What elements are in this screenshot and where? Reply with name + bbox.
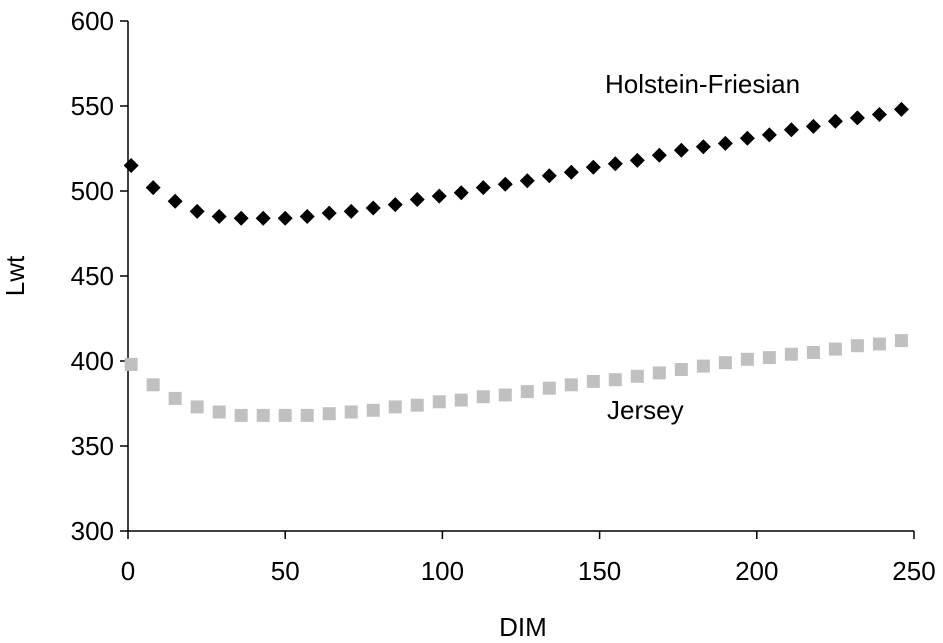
data-point: [123, 158, 139, 173]
series-holstein-friesian: [123, 101, 909, 226]
data-point: [674, 363, 688, 376]
data-point: [189, 203, 205, 219]
data-point: [300, 408, 314, 422]
y-tick-label: 350: [71, 431, 114, 461]
data-point: [146, 378, 160, 392]
data-point: [718, 356, 732, 370]
data-point: [872, 337, 886, 351]
data-point: [585, 159, 601, 175]
x-tick-label: 200: [735, 556, 778, 586]
data-point: [520, 385, 534, 399]
data-point: [828, 342, 842, 356]
data-point: [630, 369, 644, 383]
data-point: [740, 352, 754, 366]
data-point: [651, 147, 667, 163]
data-point: [497, 176, 513, 192]
data-point: [827, 113, 843, 129]
x-tick-label: 50: [271, 556, 300, 586]
data-point: [277, 210, 293, 226]
data-point: [784, 347, 798, 361]
y-ticks: 300 350 400 450 500 550 600: [71, 6, 128, 546]
data-point: [278, 408, 292, 422]
data-point: [696, 359, 710, 373]
series-label-holstein-friesian: Holstein-Friesian: [605, 69, 800, 99]
x-tick-label: 0: [121, 556, 135, 586]
data-point: [168, 391, 182, 405]
data-point: [476, 390, 490, 404]
data-point: [366, 403, 380, 417]
data-point: [608, 373, 622, 387]
data-point: [322, 407, 336, 421]
x-ticks: 0 50 100 150 200 250: [121, 531, 936, 586]
data-point: [586, 374, 600, 388]
data-point: [211, 209, 227, 224]
data-point: [894, 334, 908, 348]
data-point: [564, 378, 578, 392]
data-point: [761, 127, 777, 143]
data-point: [365, 200, 381, 216]
axes: 300 350 400 450 500 550 600 0 50 100 150 200 250: [71, 6, 936, 586]
data-point: [871, 107, 887, 122]
y-axis-title: Lwt: [0, 255, 30, 296]
data-point: [652, 366, 666, 380]
y-tick-label: 400: [71, 346, 114, 376]
data-point: [541, 168, 557, 184]
data-point: [233, 210, 249, 226]
data-point: [849, 110, 865, 126]
data-point: [388, 400, 402, 414]
data-point: [344, 405, 358, 419]
data-point: [343, 203, 359, 219]
data-point: [850, 339, 864, 353]
data-point: [739, 130, 755, 146]
data-point: [409, 192, 425, 207]
series-label-jersey: Jersey: [607, 395, 684, 425]
data-point: [542, 381, 556, 395]
data-point: [431, 188, 447, 204]
data-point: [167, 193, 183, 209]
data-point: [410, 398, 424, 412]
x-tick-label: 150: [578, 556, 621, 586]
series-jersey: [124, 334, 908, 422]
y-tick-label: 450: [71, 261, 114, 291]
data-point: [321, 205, 337, 221]
x-axis-title: DIM: [499, 612, 547, 642]
data-point: [805, 118, 821, 134]
data-point: [124, 357, 138, 371]
data-point: [475, 180, 491, 196]
data-point: [717, 135, 733, 151]
data-point: [695, 139, 711, 155]
series-layer: [123, 101, 909, 422]
data-point: [783, 122, 799, 138]
data-point: [673, 142, 689, 158]
data-point: [498, 388, 512, 402]
data-point: [893, 101, 909, 117]
data-point: [454, 393, 468, 407]
data-point: [212, 405, 226, 419]
y-tick-label: 600: [71, 6, 114, 36]
data-point: [563, 164, 579, 180]
data-point: [234, 408, 248, 422]
x-tick-label: 100: [421, 556, 464, 586]
data-point: [255, 210, 271, 226]
data-point: [453, 185, 469, 201]
data-point: [256, 408, 270, 422]
data-point: [387, 197, 403, 213]
data-point: [519, 173, 535, 189]
x-tick-label: 250: [892, 556, 935, 586]
data-point: [762, 351, 776, 365]
data-point: [432, 395, 446, 409]
data-point: [629, 152, 645, 168]
y-tick-label: 500: [71, 176, 114, 206]
data-point: [806, 346, 820, 359]
y-tick-label: 550: [71, 91, 114, 121]
y-tick-label: 300: [71, 516, 114, 546]
data-point: [190, 400, 204, 414]
data-point: [607, 156, 623, 172]
data-point: [299, 209, 315, 224]
data-point: [145, 180, 161, 196]
